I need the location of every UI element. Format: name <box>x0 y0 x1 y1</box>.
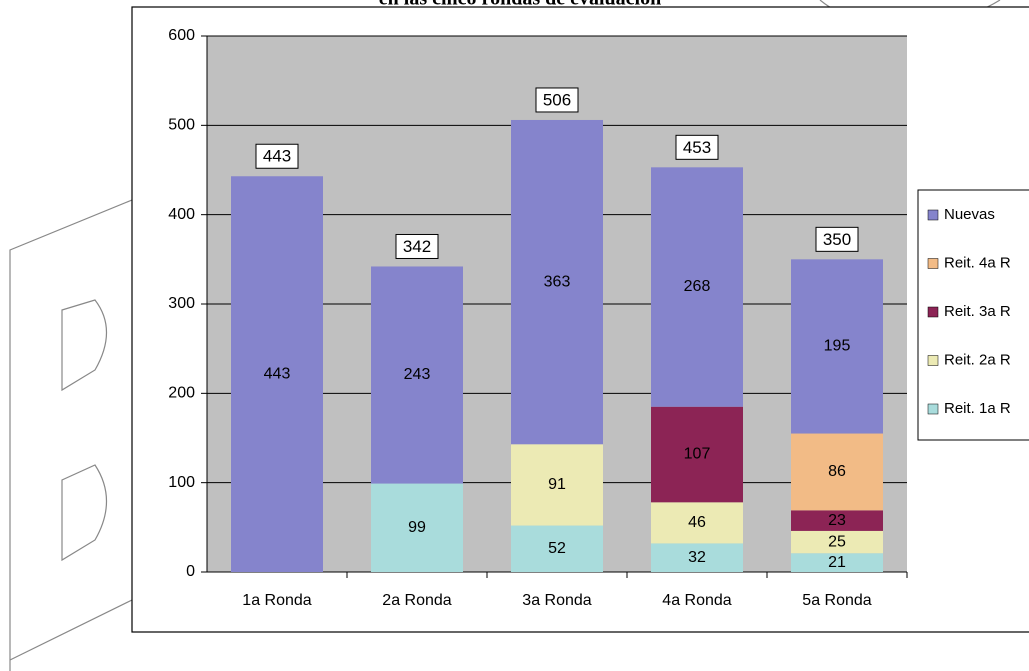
legend-label: Reit. 4a R <box>944 254 1011 271</box>
total-label: 350 <box>823 230 851 249</box>
bar-segment <box>231 176 323 572</box>
bar-segment <box>651 543 743 572</box>
total-label: 506 <box>543 90 571 109</box>
bar-segment <box>511 444 603 526</box>
data-label: 195 <box>824 338 851 355</box>
legend-swatch <box>927 258 939 269</box>
legend-swatch <box>927 306 939 318</box>
bar-segment <box>371 266 463 484</box>
bar-segment <box>791 259 883 434</box>
data-label: 23 <box>828 512 846 529</box>
x-tick-label: 1a Ronda <box>242 592 311 609</box>
legend-swatch <box>927 209 939 221</box>
bar-segment <box>511 525 603 572</box>
y-tick-label: 100 <box>168 474 195 491</box>
y-tick-label: 500 <box>168 117 195 134</box>
bar-segment <box>791 553 883 572</box>
data-label: 443 <box>264 365 291 382</box>
total-label-box <box>675 134 719 160</box>
data-label: 21 <box>828 554 846 571</box>
data-label: 25 <box>828 533 846 550</box>
decor-letter <box>61 464 108 562</box>
bar-segment <box>791 510 883 531</box>
legend-label: Reit. 1a R <box>944 400 1011 417</box>
decor-line <box>9 599 133 661</box>
x-tick-label: 2a Ronda <box>382 592 451 609</box>
decor-letter <box>61 299 107 392</box>
data-label: 91 <box>548 476 566 493</box>
data-label: 107 <box>684 446 711 463</box>
y-tick-label: 200 <box>168 385 195 402</box>
chart-title: en las cinco rondas de evaluación <box>379 0 661 10</box>
data-label: 268 <box>684 278 711 295</box>
y-tick-label: 300 <box>168 295 195 312</box>
y-tick-label: 400 <box>168 206 195 223</box>
x-tick-label: 3a Ronda <box>522 592 591 609</box>
total-label-box <box>255 143 299 169</box>
bar-segment <box>651 167 743 407</box>
bar-segment <box>651 502 743 544</box>
bar-segment <box>791 530 883 554</box>
x-tick-label: 5a Ronda <box>802 592 871 609</box>
total-label-box <box>815 226 859 252</box>
data-label: 52 <box>548 540 566 557</box>
total-label: 443 <box>263 147 291 166</box>
total-label: 342 <box>403 237 431 256</box>
bar-segment <box>791 433 883 511</box>
legend-label: Nuevas <box>944 206 995 223</box>
data-label: 46 <box>688 514 706 531</box>
y-tick-label: 600 <box>168 27 195 44</box>
total-label-box <box>535 87 579 113</box>
data-label: 86 <box>828 463 846 480</box>
bar-segment <box>371 483 463 572</box>
legend-swatch <box>927 403 939 415</box>
y-tick-label: 0 <box>186 563 195 580</box>
bar-segment <box>651 406 743 503</box>
bar-segment <box>511 119 603 445</box>
data-label: 32 <box>688 549 706 566</box>
total-label: 453 <box>683 138 711 157</box>
x-tick-label: 4a Ronda <box>662 592 731 609</box>
legend-swatch <box>927 355 939 366</box>
data-label: 243 <box>404 366 431 383</box>
legend-label: Reit. 3a R <box>944 303 1011 320</box>
data-label: 363 <box>544 273 571 290</box>
decor-line <box>9 199 133 671</box>
total-label-box <box>395 233 439 259</box>
legend-label: Reit. 2a R <box>944 351 1011 368</box>
data-label: 99 <box>408 519 426 536</box>
